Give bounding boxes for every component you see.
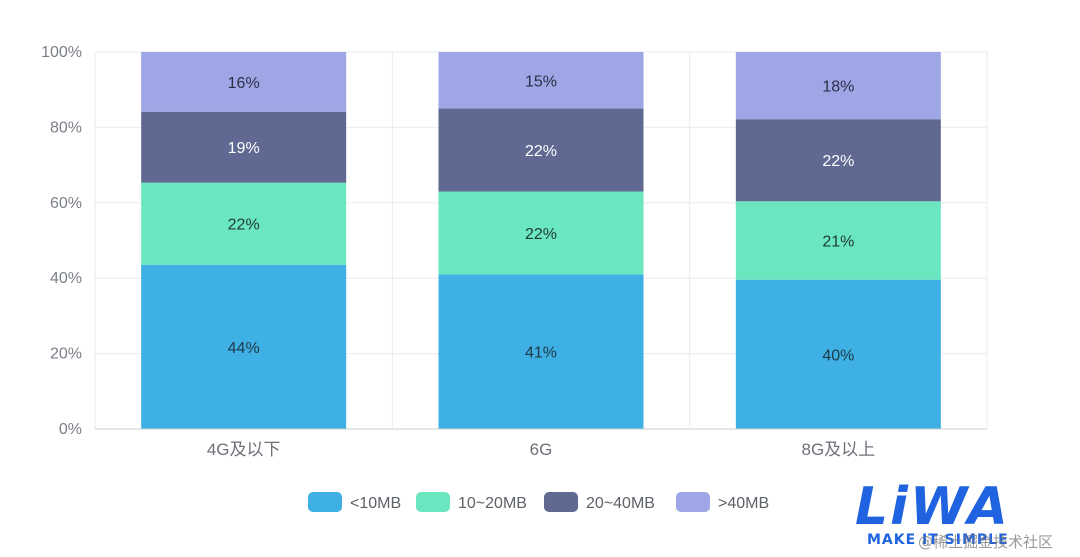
bar-segment — [438, 108, 644, 192]
bar-data-label: 22% — [525, 226, 557, 243]
legend-label: 10~20MB — [458, 495, 527, 512]
bar-segment — [438, 191, 644, 275]
legend-label: <10MB — [350, 495, 401, 512]
bar-data-label: 44% — [228, 340, 260, 357]
liwa-logo: LiWA MAKE IT SIMPLE — [855, 480, 1077, 555]
legend-swatch — [676, 492, 710, 512]
legend-swatch — [308, 492, 342, 512]
x-category-label: 4G及以下 — [207, 440, 281, 459]
y-tick-label: 80% — [50, 119, 82, 136]
watermark: @稀土掘金技术社区 — [918, 533, 1054, 551]
bar-segment — [735, 279, 941, 429]
legend-label: >40MB — [718, 495, 769, 512]
bar-segment — [141, 264, 347, 429]
bar-data-label: 22% — [228, 217, 260, 234]
logo-tagline: MAKE IT SIMPLE — [867, 532, 1009, 548]
bar-segment — [735, 201, 941, 280]
bar-data-label: 22% — [822, 153, 854, 170]
y-tick-label: 20% — [50, 346, 82, 363]
bar-data-label: 15% — [525, 73, 557, 90]
legend-label: 20~40MB — [586, 495, 655, 512]
bar-data-label: 41% — [525, 345, 557, 362]
bar-data-label: 40% — [822, 347, 854, 364]
y-tick-label: 100% — [41, 44, 82, 61]
logo-mark: LiWA — [855, 477, 1010, 537]
bar-segment — [141, 111, 347, 183]
bar-data-label: 18% — [822, 79, 854, 96]
bar-data-label: 21% — [822, 234, 854, 251]
legend-swatch — [416, 492, 450, 512]
bar-segment — [438, 52, 644, 109]
bar-segment — [735, 52, 941, 120]
x-category-label: 8G及以上 — [801, 440, 875, 459]
x-category-label: 6G — [530, 440, 553, 459]
y-tick-label: 0% — [59, 421, 82, 438]
bar-segment — [141, 182, 347, 265]
bar-data-label: 16% — [228, 75, 260, 92]
bar-segment — [141, 52, 347, 112]
bar-data-label: 22% — [525, 143, 557, 160]
legend-swatch — [544, 492, 578, 512]
bar-segment — [735, 119, 941, 202]
y-tick-label: 60% — [50, 195, 82, 212]
bar-data-label: 19% — [228, 140, 260, 157]
bar-segment — [438, 274, 644, 429]
y-tick-label: 40% — [50, 270, 82, 287]
